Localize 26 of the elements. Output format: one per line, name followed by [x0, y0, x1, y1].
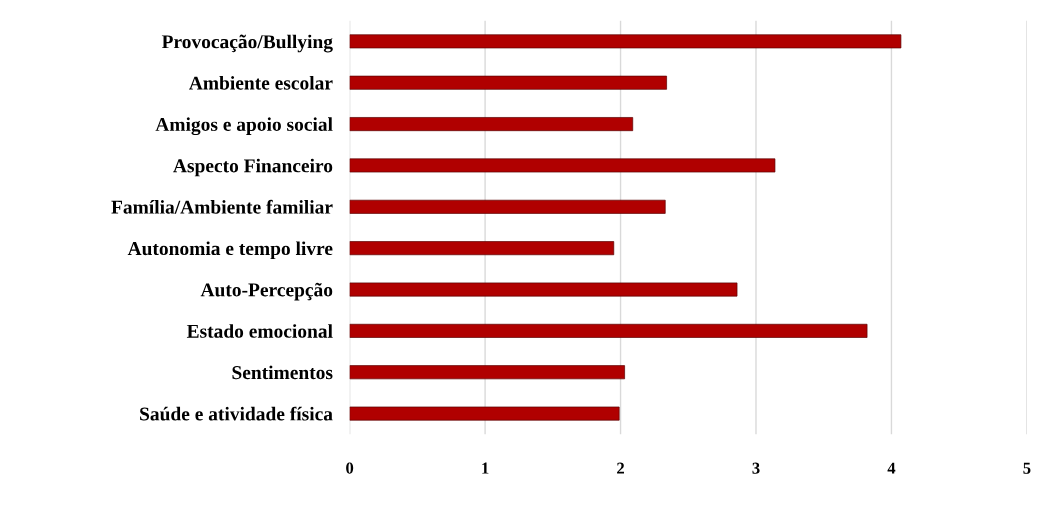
bar	[349, 117, 634, 132]
bar	[349, 365, 625, 380]
bar	[349, 158, 776, 173]
y-tick-label: Autonomia e tempo livre	[127, 241, 333, 260]
bar	[349, 241, 615, 256]
y-tick-label: Auto-Percepção	[200, 282, 333, 301]
y-tick-label: Sentimentos	[232, 365, 333, 380]
y-tick-label: Estado emocional	[186, 324, 333, 338]
y-tick-label: Provocação/Bullying	[161, 34, 333, 53]
x-tick-label: 0	[346, 462, 354, 474]
y-tick-label: Família/Ambiente familiar	[111, 199, 333, 214]
bar	[349, 199, 666, 214]
x-tick-label: 4	[887, 462, 896, 474]
x-tick-label: 3	[752, 462, 760, 474]
bar	[349, 34, 902, 49]
y-tick-label: Aspecto Financeiro	[173, 158, 333, 177]
bar	[349, 323, 868, 338]
y-tick-label: Saúde e atividade física	[140, 406, 333, 421]
x-tick-label: 2	[617, 462, 624, 474]
x-tick-label: 1	[482, 462, 489, 474]
y-tick-label: Amigos e apoio social	[155, 117, 333, 136]
bar	[349, 75, 667, 90]
x-tick-label: 5	[1023, 462, 1031, 474]
bar	[349, 406, 620, 421]
y-tick-label: Ambiente escolar	[189, 75, 333, 90]
bar	[349, 282, 738, 297]
